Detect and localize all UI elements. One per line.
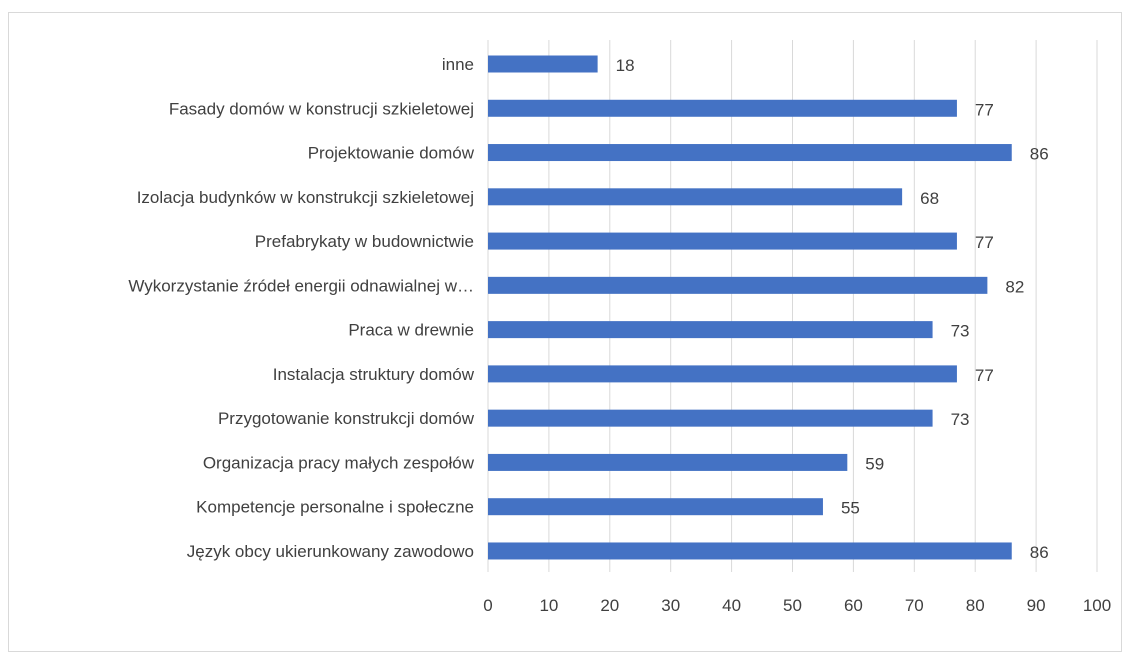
data-label: 18 — [616, 56, 635, 75]
bar — [488, 188, 903, 206]
bar — [488, 542, 1012, 560]
category-label: inne — [442, 55, 474, 74]
x-tick-label: 100 — [1083, 596, 1111, 615]
bar — [488, 321, 933, 339]
bar-chart: inne Fasady domów w konstrucji szkieletow… — [128, 40, 1111, 615]
bar — [488, 99, 957, 117]
data-label: 86 — [1030, 543, 1049, 562]
x-tick-label: 80 — [966, 596, 985, 615]
category-label: Projektowanie domów — [308, 144, 475, 163]
x-tick-label: 40 — [722, 596, 741, 615]
category-label: Fasady domów w konstrucji szkieletowej — [169, 99, 474, 118]
data-label: 77 — [975, 233, 994, 252]
bar — [488, 276, 988, 294]
data-label: 59 — [865, 454, 884, 473]
x-tick-label: 60 — [844, 596, 863, 615]
data-labels: 18 77 86 68 77 82 73 77 73 59 55 86 — [616, 56, 1049, 562]
bar — [488, 232, 957, 250]
data-label: 82 — [1005, 277, 1024, 296]
category-label: Organizacja pracy małych zespołów — [203, 453, 475, 472]
category-label: Kompetencje personalne i społeczne — [196, 498, 474, 517]
data-label: 68 — [920, 189, 939, 208]
bar — [488, 453, 848, 471]
category-label: Prefabrykaty w budownictwie — [255, 232, 474, 251]
data-label: 73 — [951, 322, 970, 341]
x-tick-label: 50 — [783, 596, 802, 615]
category-label: Praca w drewnie — [348, 321, 474, 340]
x-tick-label: 0 — [483, 596, 492, 615]
category-label: Wykorzystanie źródeł energii odnawialnej… — [128, 276, 474, 295]
x-tick-label: 30 — [661, 596, 680, 615]
x-tick-label: 90 — [1027, 596, 1046, 615]
bars — [488, 55, 1012, 560]
data-label: 77 — [975, 366, 994, 385]
category-label: Instalacja struktury domów — [273, 365, 475, 384]
category-label: Język obcy ukierunkowany zawodowo — [187, 542, 474, 561]
x-tick-label: 20 — [600, 596, 619, 615]
category-labels: inne Fasady domów w konstrucji szkieletow… — [128, 55, 474, 561]
gridlines — [487, 40, 1098, 572]
data-label: 77 — [975, 100, 994, 119]
data-label: 86 — [1030, 145, 1049, 164]
data-label: 55 — [841, 499, 860, 518]
bar — [488, 55, 598, 73]
category-label: Przygotowanie konstrukcji domów — [218, 409, 475, 428]
data-label: 73 — [951, 410, 970, 429]
x-tick-label: 70 — [905, 596, 924, 615]
bar — [488, 365, 957, 383]
bar — [488, 409, 933, 427]
bar — [488, 144, 1012, 162]
bar — [488, 498, 823, 516]
category-label: Izolacja budynków w konstrukcji szkielet… — [137, 188, 474, 207]
x-axis-tick-labels: 0 10 20 30 40 50 60 70 80 90 100 — [483, 596, 1111, 615]
x-tick-label: 10 — [539, 596, 558, 615]
